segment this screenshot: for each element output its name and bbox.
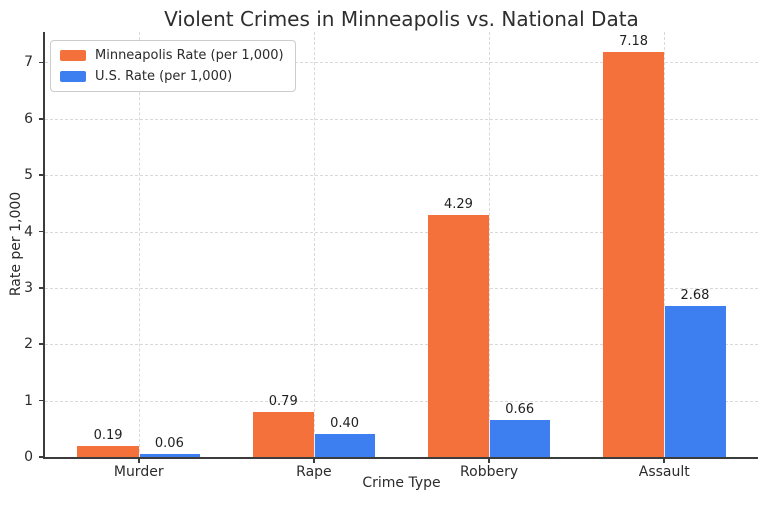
gridline-vertical (664, 32, 666, 457)
legend-swatch-icon (60, 50, 86, 61)
y-tick-label: 4 (24, 223, 33, 240)
bar-value-label: 0.40 (330, 416, 360, 432)
x-tick-mark (313, 459, 315, 463)
legend-swatch-icon (60, 71, 86, 82)
bar-value-label: 2.68 (680, 287, 710, 303)
y-tick-label: 6 (24, 110, 33, 127)
y-tick-label: 0 (24, 449, 33, 465)
legend: Minneapolis Rate (per 1,000) U.S. Rate (p… (50, 40, 296, 92)
gridline-horizontal (45, 118, 758, 120)
bar-value-label: 0.19 (93, 428, 123, 444)
x-tick-mark (488, 459, 490, 463)
y-tick-mark (39, 343, 43, 346)
gridline-horizontal (45, 344, 758, 346)
gridline-horizontal (45, 287, 758, 289)
x-tick-mark (663, 459, 666, 463)
x-axis-label: Crime Type (362, 475, 441, 491)
bar-value-label: 0.06 (154, 435, 184, 451)
gridline-horizontal (45, 175, 758, 177)
gridline-horizontal (45, 62, 758, 64)
bar-u-s-murder (138, 453, 201, 457)
y-tick-label: 7 (24, 54, 33, 71)
y-tick-mark (39, 118, 43, 120)
bar-value-label: 0.79 (268, 394, 298, 410)
gridline-vertical (489, 32, 491, 457)
y-tick-mark (39, 287, 43, 289)
bar-value-label: 7.18 (619, 34, 649, 50)
bar-value-label: 0.66 (505, 401, 535, 417)
gridline-vertical (138, 32, 140, 457)
y-tick-mark (39, 230, 43, 233)
bar-minneapolis-robbery (427, 215, 490, 457)
y-tick-label: 1 (24, 392, 33, 409)
x-tick-label-rape: Rape (296, 464, 332, 480)
bar-value-label: 4.29 (443, 197, 473, 213)
y-tick-mark (39, 61, 43, 64)
y-tick-label: 5 (24, 167, 33, 184)
legend-entry-minneapolis: Minneapolis Rate (per 1,000) (60, 48, 284, 63)
x-tick-label-robbery: Robbery (460, 464, 519, 480)
bar-u-s-rape (313, 434, 376, 457)
legend-label: Minneapolis Rate (per 1,000) (95, 48, 284, 63)
legend-entry-u-s: U.S. Rate (per 1,000) (60, 69, 284, 84)
gridline-vertical (313, 32, 315, 457)
x-tick-mark (137, 459, 140, 463)
y-tick-mark (39, 174, 43, 176)
bar-u-s-assault (664, 305, 726, 457)
chart-title: Violent Crimes in Minneapolis vs. Nation… (164, 7, 639, 31)
x-axis-spine (43, 457, 758, 459)
y-tick-label: 3 (24, 279, 33, 296)
gridline-horizontal (45, 231, 758, 233)
bar-u-s-robbery (489, 419, 551, 457)
y-tick-mark (39, 399, 43, 402)
legend-label: U.S. Rate (per 1,000) (95, 69, 233, 84)
bar-minneapolis-assault (602, 52, 665, 457)
y-tick-label: 2 (24, 336, 33, 353)
gridline-horizontal (45, 400, 758, 402)
y-tick-mark (39, 456, 43, 458)
bar-minneapolis-rape (252, 412, 314, 457)
x-tick-label-assault: Assault (638, 464, 690, 480)
plot-area: Minneapolis Rate (per 1,000) U.S. Rate (p… (24, 32, 758, 480)
y-axis-spine (43, 32, 45, 459)
bar-minneapolis-murder (77, 446, 139, 457)
x-tick-label-murder: Murder (113, 464, 164, 480)
